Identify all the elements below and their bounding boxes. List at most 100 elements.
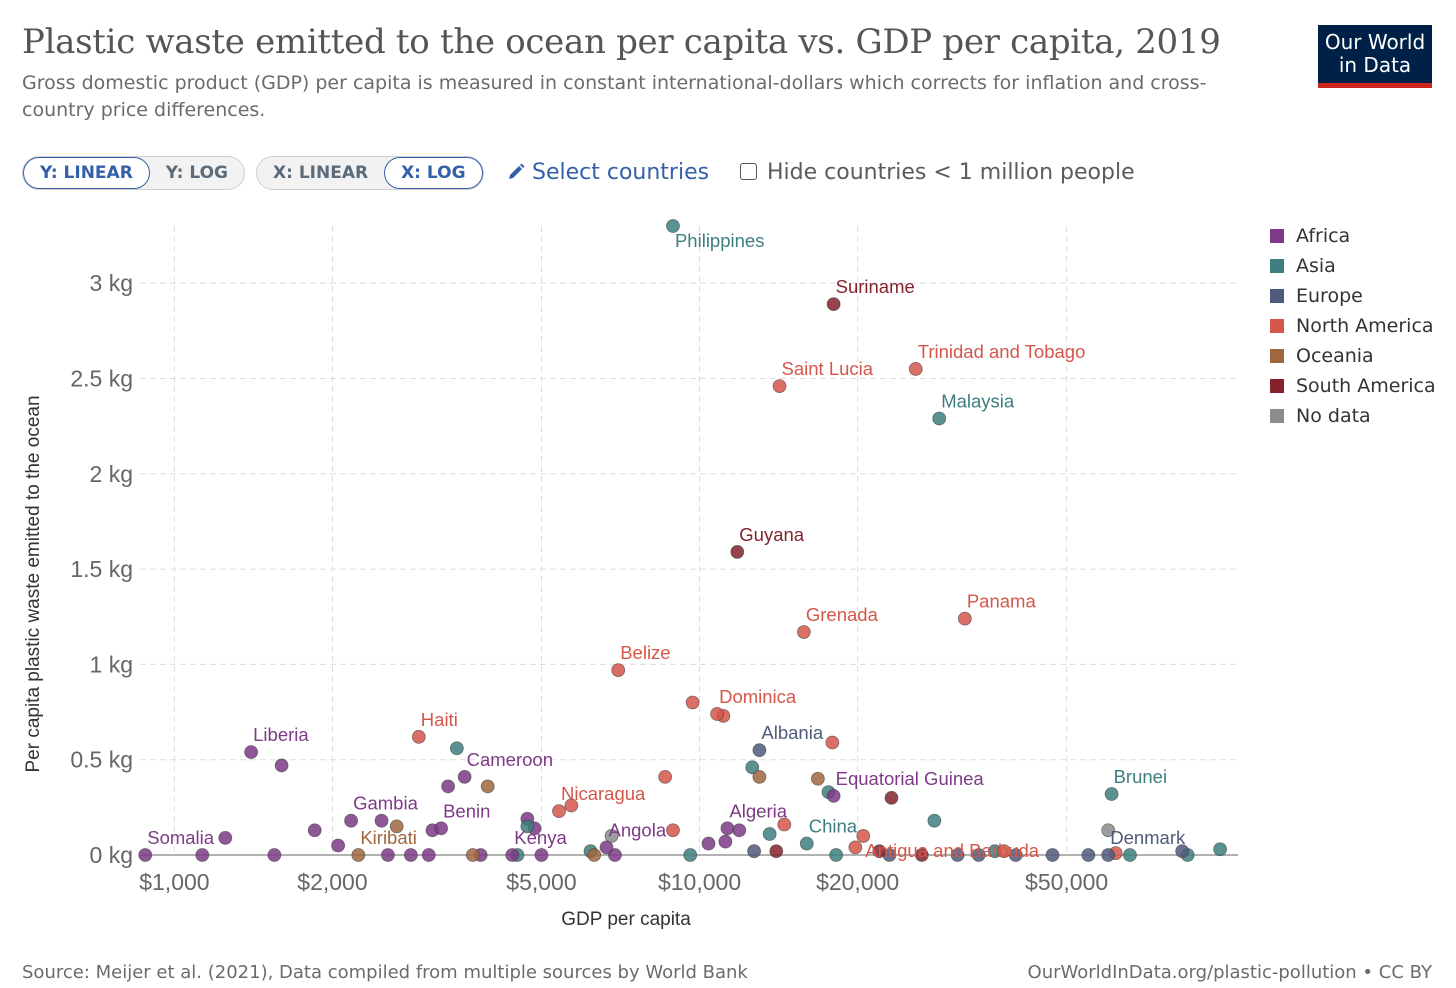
data-point[interactable] <box>685 695 700 710</box>
legend-item[interactable]: Asia <box>1270 254 1436 284</box>
legend-item[interactable]: South America <box>1270 374 1436 404</box>
data-point[interactable] <box>520 819 535 834</box>
legend-item[interactable]: Oceania <box>1270 344 1436 374</box>
data-point[interactable] <box>856 829 871 843</box>
data-point[interactable] <box>552 804 566 819</box>
data-point[interactable] <box>747 844 761 859</box>
data-point[interactable] <box>457 769 472 784</box>
data-point[interactable] <box>932 411 947 426</box>
data-point[interactable] <box>611 663 626 678</box>
data-point[interactable] <box>274 758 289 773</box>
data-point[interactable] <box>796 625 811 639</box>
data-point[interactable] <box>829 848 844 862</box>
data-point[interactable] <box>732 823 747 838</box>
data-point[interactable] <box>1101 848 1116 862</box>
hide-small-checkbox[interactable] <box>740 163 757 180</box>
point-label: Benin <box>443 800 490 821</box>
data-point[interactable] <box>534 848 549 862</box>
data-point[interactable] <box>1175 844 1190 859</box>
data-point[interactable] <box>810 771 825 786</box>
hide-small-countries-toggle[interactable]: Hide countries < 1 million people <box>740 156 1135 190</box>
data-point[interactable] <box>307 823 322 838</box>
data-point[interactable] <box>908 362 923 376</box>
data-point[interactable] <box>769 844 784 859</box>
x-tick-label: $5,000 <box>506 869 576 895</box>
data-point[interactable] <box>745 760 760 775</box>
data-point[interactable] <box>599 840 614 855</box>
data-point[interactable] <box>244 745 259 759</box>
data-point[interactable] <box>826 789 841 803</box>
data-point[interactable] <box>720 821 735 836</box>
data-point[interactable] <box>762 827 777 841</box>
x-tick-label: $20,000 <box>816 869 899 895</box>
data-point[interactable] <box>267 848 282 862</box>
data-point[interactable] <box>658 769 673 784</box>
data-point[interactable] <box>683 848 698 862</box>
data-point[interactable] <box>351 848 366 862</box>
footer-url[interactable]: OurWorldInData.org/plastic-pollution • C… <box>1027 962 1432 983</box>
y-log-button[interactable]: Y: LOG <box>165 163 228 183</box>
data-point[interactable] <box>480 779 495 794</box>
data-point[interactable] <box>914 848 929 862</box>
data-point[interactable] <box>825 735 840 750</box>
y-linear-button[interactable]: Y: LINEAR <box>23 157 150 189</box>
data-point[interactable] <box>389 819 404 834</box>
data-point[interactable] <box>380 848 395 862</box>
data-point[interactable] <box>884 790 899 805</box>
data-point[interactable] <box>752 743 767 758</box>
data-point[interactable] <box>718 834 733 849</box>
data-point[interactable] <box>1045 848 1060 862</box>
data-point[interactable] <box>403 848 418 862</box>
data-point[interactable] <box>505 848 520 862</box>
data-point[interactable] <box>195 848 210 862</box>
data-point[interactable] <box>799 836 814 851</box>
legend-item[interactable]: Europe <box>1270 284 1436 314</box>
data-point[interactable] <box>218 830 233 845</box>
data-point[interactable] <box>331 838 346 853</box>
data-point[interactable] <box>441 779 455 794</box>
legend-item[interactable]: No data <box>1270 404 1436 434</box>
data-point[interactable] <box>826 297 841 312</box>
data-point[interactable] <box>1101 823 1116 838</box>
x-log-button[interactable]: X: LOG <box>384 157 483 189</box>
data-point[interactable] <box>772 379 787 394</box>
point-labels: Philippines Suriname Trinidad and Tobago Sa… <box>147 230 1186 861</box>
data-point[interactable] <box>666 219 680 233</box>
x-axis-title: GDP per capita <box>561 909 691 930</box>
data-point[interactable] <box>927 813 942 828</box>
data-point[interactable] <box>374 813 389 828</box>
select-countries-button[interactable]: Select countries <box>506 156 709 190</box>
data-point[interactable] <box>957 611 972 626</box>
data-point[interactable] <box>777 817 792 832</box>
data-point[interactable] <box>701 836 716 851</box>
data-point[interactable] <box>138 848 153 862</box>
data-point[interactable] <box>1081 848 1096 862</box>
data-point[interactable] <box>434 821 449 836</box>
x-linear-button[interactable]: X: LINEAR <box>273 163 369 183</box>
data-point[interactable] <box>730 545 745 559</box>
data-point[interactable] <box>997 844 1011 859</box>
data-point[interactable] <box>1213 842 1228 857</box>
owid-logo[interactable]: Our World in Data <box>1318 25 1432 88</box>
data-point[interactable] <box>971 848 986 862</box>
data-point[interactable] <box>564 798 579 813</box>
data-point[interactable] <box>872 844 887 859</box>
x-tick-label: $10,000 <box>658 869 741 895</box>
data-point[interactable] <box>752 769 767 784</box>
data-point[interactable] <box>1123 848 1137 862</box>
data-point[interactable] <box>710 707 725 721</box>
source-note: Source: Meijer et al. (2021), Data compi… <box>22 962 748 983</box>
data-point[interactable] <box>411 729 426 744</box>
data-point[interactable] <box>1104 787 1119 801</box>
data-point[interactable] <box>587 848 602 862</box>
data-point[interactable] <box>666 823 680 838</box>
legend-item[interactable]: North America <box>1270 314 1436 344</box>
data-point[interactable] <box>421 848 436 862</box>
legend-item[interactable]: Africa <box>1270 224 1436 254</box>
data-point[interactable] <box>449 741 464 756</box>
data-point[interactable] <box>465 848 480 862</box>
data-point[interactable] <box>604 829 619 843</box>
data-point[interactable] <box>344 813 358 828</box>
data-point[interactable] <box>950 848 965 862</box>
data-point[interactable] <box>848 840 863 855</box>
